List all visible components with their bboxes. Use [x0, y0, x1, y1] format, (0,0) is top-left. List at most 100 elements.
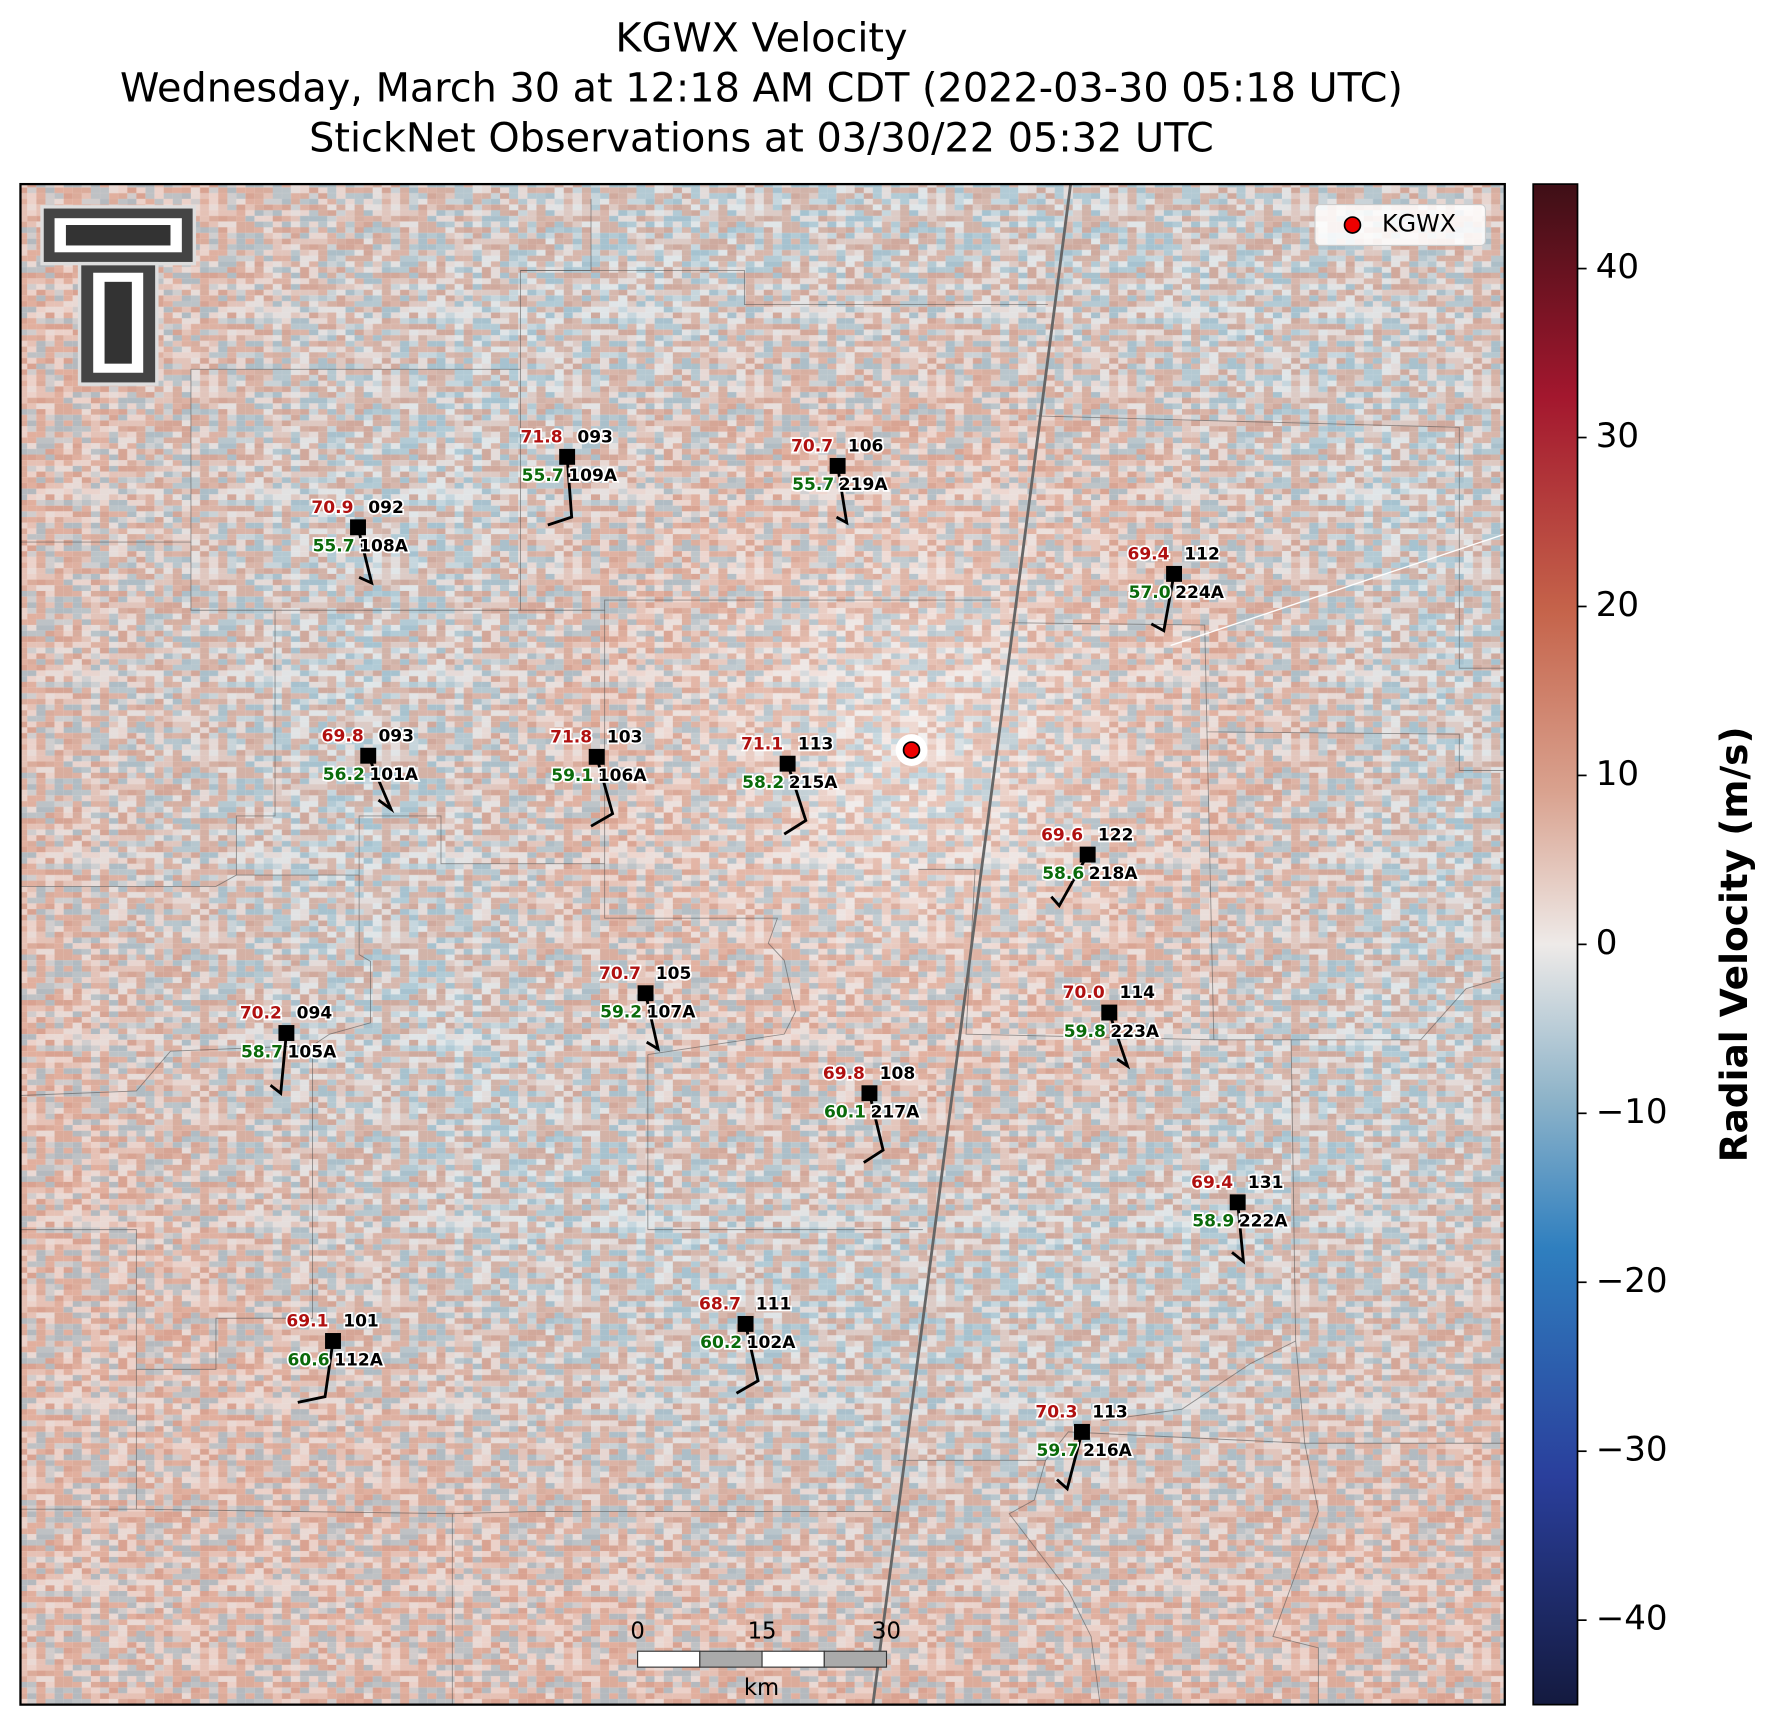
wind-barb [735, 1323, 760, 1395]
wind-barb [1050, 853, 1089, 909]
temperature: 69.1 [286, 1312, 328, 1332]
dewpoint: 57.0 [1129, 583, 1171, 603]
station-number: 122 [1098, 825, 1134, 845]
colorbar-tick-label: −30 [1596, 1430, 1668, 1470]
wind-barb [783, 763, 808, 836]
map-frame [19, 182, 1506, 1706]
station: 71.1 113 58.2 215A [739, 733, 840, 836]
station-marker [350, 519, 366, 536]
wind-barb [356, 526, 374, 586]
temperature: 71.8 [521, 428, 563, 448]
dewpoint: 59.2 [600, 1003, 642, 1023]
station-id: 106A [598, 766, 648, 786]
radar-shading [20, 184, 1505, 1705]
station-id: 223A [1110, 1022, 1160, 1042]
station-marker [737, 1315, 754, 1332]
station-marker [588, 748, 605, 765]
colorbar-tick-label: 30 [1596, 416, 1639, 456]
station-id: 216A [1083, 1441, 1133, 1461]
temperature: 70.2 [240, 1004, 282, 1024]
wind-barb [590, 756, 615, 828]
station-id: 217A [871, 1103, 921, 1123]
station-number: 093 [378, 726, 414, 746]
colorbar-tick-label: −20 [1596, 1261, 1668, 1301]
colorbar-label: Radial Velocity (m/s) [1712, 726, 1756, 1162]
station-marker [637, 985, 654, 1002]
legend-label: KGWX [1382, 210, 1456, 238]
legend-marker [1343, 216, 1362, 234]
station: 69.4 112 57.0 224A [1126, 543, 1226, 633]
scale-bar: km 0 15 30 [630, 1618, 901, 1701]
station-marker [559, 448, 576, 465]
station: 68.7 111 60.2 102A [697, 1293, 798, 1395]
station-number: 094 [297, 1004, 333, 1024]
station: 69.4 131 58.9 222A [1189, 1171, 1290, 1265]
temperature: 69.4 [1127, 545, 1169, 565]
station: 69.1 101 60.6 112A [285, 1310, 385, 1404]
dewpoint: 60.2 [700, 1333, 742, 1353]
station: 69.8 108 60.1 217A [821, 1062, 922, 1164]
title: KGWX Velocity Wednesday, March 30 at 12:… [120, 15, 1403, 161]
wind-barb [1107, 1012, 1131, 1070]
station-marker [1074, 1423, 1090, 1440]
temperature: 70.9 [311, 498, 353, 518]
dewpoint: 58.7 [241, 1042, 283, 1062]
dewpoint: 60.6 [288, 1350, 330, 1370]
colorbar-tick-label: 10 [1596, 754, 1639, 794]
station-number: 113 [798, 734, 834, 754]
station-marker [861, 1085, 878, 1102]
station: 70.7 106 55.7 219A [789, 435, 890, 526]
station-id: 102A [747, 1333, 797, 1353]
wind-barb [1056, 1431, 1084, 1492]
station: 70.9 092 55.7 108A [310, 496, 410, 586]
station-marker [1229, 1194, 1246, 1211]
wind-barb [862, 1092, 885, 1164]
temperature: 70.7 [791, 437, 833, 457]
temperature: 69.8 [322, 726, 364, 746]
colorbar-tick-label: 20 [1596, 585, 1639, 625]
title-line: StickNet Observations at 03/30/22 05:32 … [309, 115, 1214, 161]
station: 70.7 105 59.2 107A [597, 962, 698, 1052]
station-number: 105 [656, 964, 692, 984]
station-id: 105A [288, 1042, 338, 1062]
colorbar-tick-label: 0 [1596, 923, 1618, 963]
title-line: Wednesday, March 30 at 12:18 AM CDT (202… [120, 65, 1403, 111]
station: 69.8 093 56.2 101A [320, 725, 421, 814]
temperature: 69.8 [823, 1064, 865, 1084]
station-number: 093 [577, 428, 613, 448]
radar-spoke [1170, 533, 1505, 647]
wind-barb [835, 465, 849, 526]
station-id: 108A [359, 537, 409, 557]
station-number: 114 [1119, 983, 1155, 1003]
station-id: 218A [1089, 864, 1139, 884]
scale-tick-label: 30 [872, 1618, 901, 1644]
station-number: 106 [848, 437, 884, 457]
station: 69.6 122 58.6 218A [1039, 824, 1140, 909]
wind-barb [547, 456, 574, 527]
legend: KGWX [1314, 203, 1487, 247]
temperature: 70.3 [1035, 1403, 1077, 1423]
station-marker [829, 457, 846, 474]
station: 71.8 093 55.7 109A [519, 426, 620, 527]
station-number: 101 [343, 1312, 379, 1332]
station-number: 113 [1092, 1403, 1128, 1423]
dewpoint: 56.2 [323, 765, 365, 785]
wind-barb [644, 992, 661, 1052]
station: 70.2 094 58.7 105A [238, 1002, 339, 1096]
logo [40, 205, 197, 386]
radar-site [902, 741, 921, 759]
highway [871, 184, 1073, 1705]
station-id: 109A [568, 466, 618, 486]
station-id: 224A [1175, 583, 1225, 603]
temperature: 70.0 [1063, 983, 1105, 1003]
station-number: 131 [1248, 1173, 1284, 1193]
wind-barb [366, 755, 395, 814]
station-number: 112 [1184, 545, 1220, 565]
station-marker [779, 755, 796, 772]
colorbar [1532, 183, 1579, 1706]
scale-tick-label: 0 [630, 1618, 644, 1644]
temperature: 70.7 [599, 964, 641, 984]
dewpoint: 55.7 [522, 466, 564, 486]
